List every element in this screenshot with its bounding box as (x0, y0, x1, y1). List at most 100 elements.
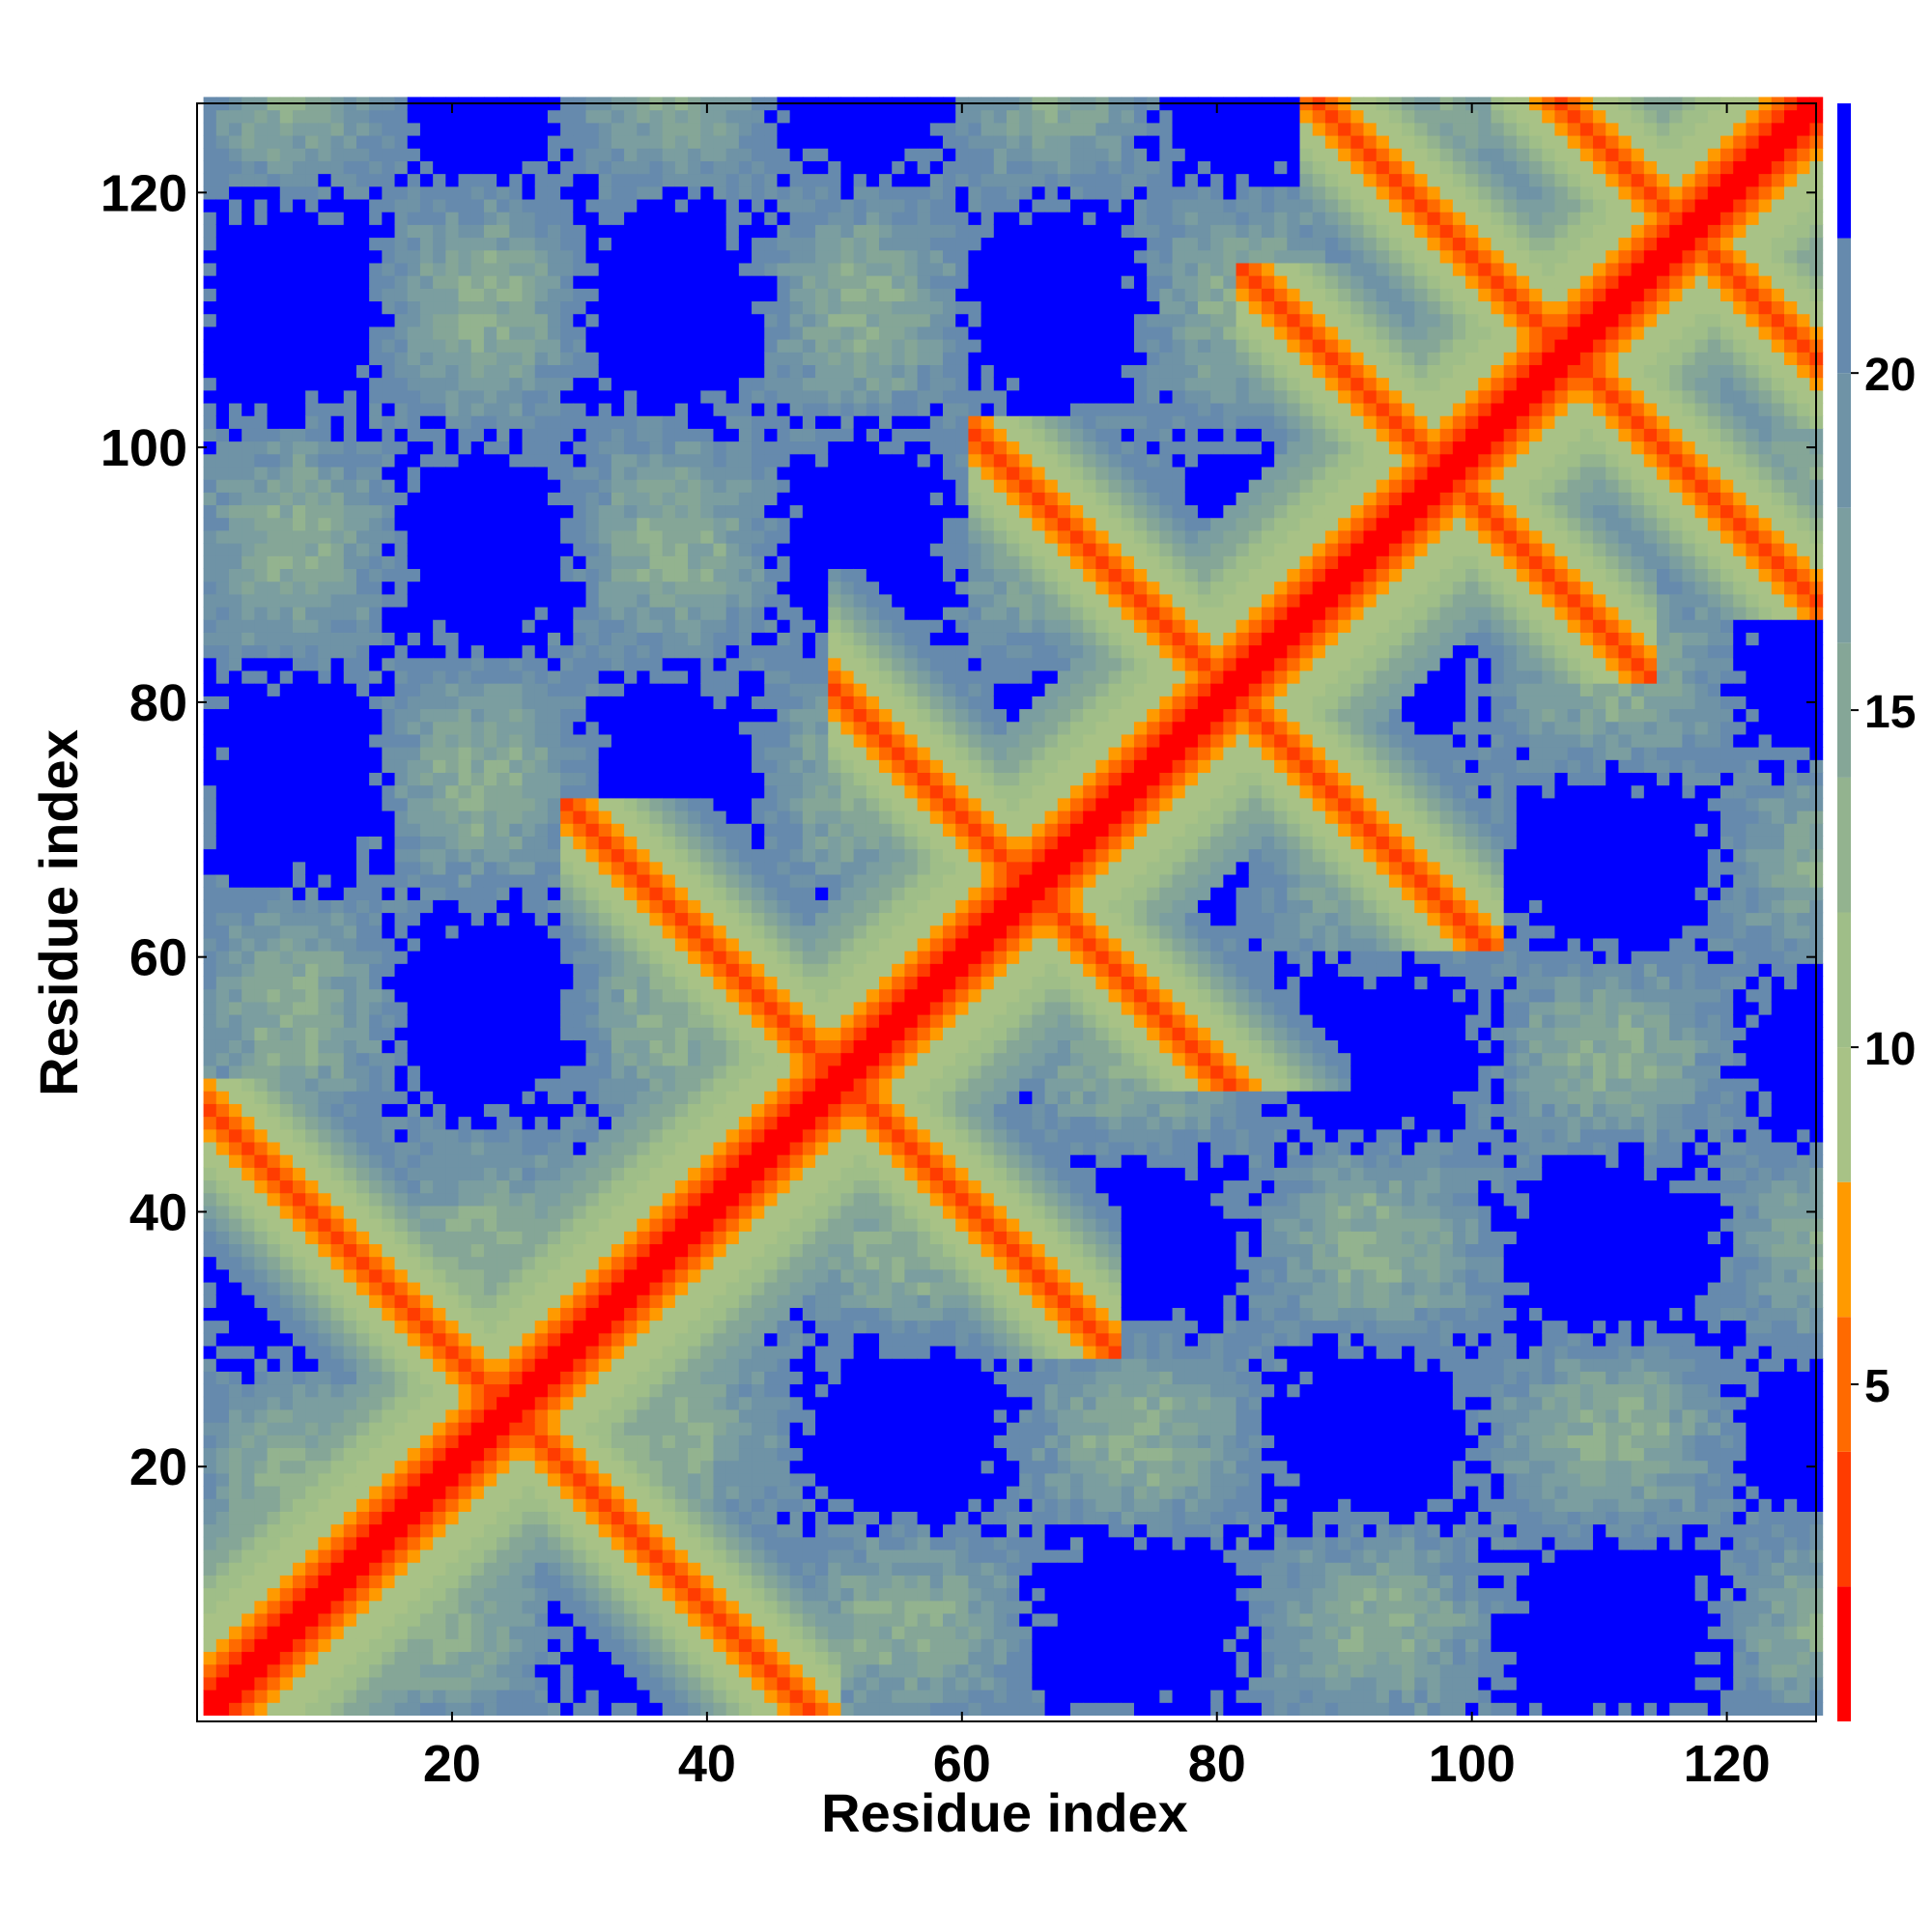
heatmap-cell (483, 160, 497, 175)
heatmap-cell (560, 148, 574, 161)
heatmap-cell (382, 1332, 396, 1347)
heatmap-cell (254, 1065, 269, 1079)
heatmap-cell (547, 683, 561, 696)
heatmap-cell (700, 1651, 715, 1665)
heatmap-cell (445, 504, 460, 519)
heatmap-cell (343, 1141, 357, 1155)
heatmap-cell (355, 1408, 370, 1423)
heatmap-cell (662, 1065, 676, 1079)
heatmap-cell (509, 951, 524, 964)
heatmap-cell (649, 1575, 664, 1589)
heatmap-cell (419, 249, 434, 264)
heatmap-cell (419, 1371, 434, 1385)
heatmap-cell (674, 1218, 689, 1232)
heatmap-cell (458, 1320, 472, 1334)
heatmap-cell (305, 352, 319, 365)
heatmap-cell (560, 1256, 574, 1270)
heatmap-cell (611, 440, 625, 455)
heatmap-cell (330, 1332, 345, 1347)
heatmap-cell (242, 352, 255, 365)
heatmap-cell (470, 1103, 485, 1118)
heatmap-cell (228, 593, 242, 608)
heatmap-cell (445, 1548, 460, 1563)
heatmap-cell (318, 951, 332, 964)
heatmap-cell (700, 1447, 715, 1462)
heatmap-cell (228, 1116, 242, 1130)
heatmap-cell (573, 288, 587, 302)
heatmap-cell (688, 988, 701, 1003)
heatmap-cell (624, 198, 638, 213)
heatmap-cell (445, 632, 460, 646)
heatmap-cell (547, 1014, 561, 1028)
heatmap-cell (318, 1690, 332, 1703)
heatmap-cell (598, 1192, 612, 1207)
heatmap-cell (674, 1408, 689, 1423)
heatmap-cell (611, 224, 625, 239)
heatmap-cell (662, 733, 676, 748)
heatmap-cell (203, 364, 217, 379)
heatmap-cell (305, 1014, 319, 1028)
heatmap-cell (394, 721, 409, 735)
heatmap-cell (228, 1435, 242, 1449)
heatmap-cell (369, 823, 383, 837)
heatmap-cell (624, 1587, 638, 1602)
heatmap-cell (560, 1281, 574, 1295)
heatmap-cell (497, 593, 510, 608)
heatmap-cell (483, 185, 497, 200)
heatmap-cell (624, 873, 638, 888)
heatmap-cell (611, 951, 625, 964)
heatmap-cell (433, 1536, 446, 1550)
heatmap-cell (497, 1243, 510, 1258)
heatmap-cell (228, 1307, 242, 1321)
heatmap-cell (407, 415, 421, 429)
heatmap-cell (305, 237, 319, 251)
heatmap-cell (560, 733, 574, 748)
heatmap-cell (254, 759, 269, 774)
heatmap-cell (573, 1001, 587, 1015)
heatmap-cell (509, 1702, 524, 1717)
heatmap-cell (343, 683, 357, 696)
heatmap-cell (203, 1422, 217, 1435)
heatmap-cell (688, 606, 701, 620)
heatmap-cell (445, 148, 460, 161)
heatmap-cell (203, 1626, 217, 1639)
heatmap-cell (497, 1039, 510, 1054)
heatmap-cell (547, 1167, 561, 1181)
heatmap-cell (254, 1218, 269, 1232)
heatmap-cell (305, 402, 319, 416)
heatmap-cell (483, 1205, 497, 1219)
heatmap-cell (700, 1154, 715, 1168)
heatmap-cell (611, 924, 625, 939)
heatmap-cell (330, 1027, 345, 1040)
heatmap-cell (560, 1523, 574, 1538)
heatmap-cell (522, 326, 536, 340)
heatmap-cell (203, 555, 217, 569)
heatmap-cell (560, 708, 574, 723)
heatmap-cell (343, 1486, 357, 1499)
heatmap-cell (649, 976, 664, 990)
heatmap-cell (343, 479, 357, 493)
heatmap-cell (662, 1498, 676, 1512)
heatmap-cell (662, 1103, 676, 1118)
heatmap-cell (203, 1575, 217, 1589)
heatmap-cell (560, 288, 574, 302)
heatmap-cell (318, 1422, 332, 1435)
heatmap-cell (292, 1612, 306, 1627)
heatmap-cell (534, 912, 549, 926)
heatmap-cell (407, 352, 421, 365)
heatmap-cell (637, 1294, 651, 1308)
heatmap-cell (228, 1690, 242, 1703)
heatmap-cell (369, 415, 383, 429)
heatmap-cell (203, 759, 217, 774)
heatmap-cell (611, 721, 625, 735)
heatmap-cell (215, 1014, 230, 1028)
heatmap-cell (637, 581, 651, 595)
heatmap-cell (355, 1128, 370, 1143)
heatmap-cell (674, 1498, 689, 1512)
heatmap-cell (215, 861, 230, 875)
heatmap-cell (407, 237, 421, 251)
heatmap-cell (419, 148, 434, 161)
heatmap-cell (369, 721, 383, 735)
heatmap-cell (203, 1396, 217, 1410)
heatmap-cell (624, 1562, 638, 1576)
